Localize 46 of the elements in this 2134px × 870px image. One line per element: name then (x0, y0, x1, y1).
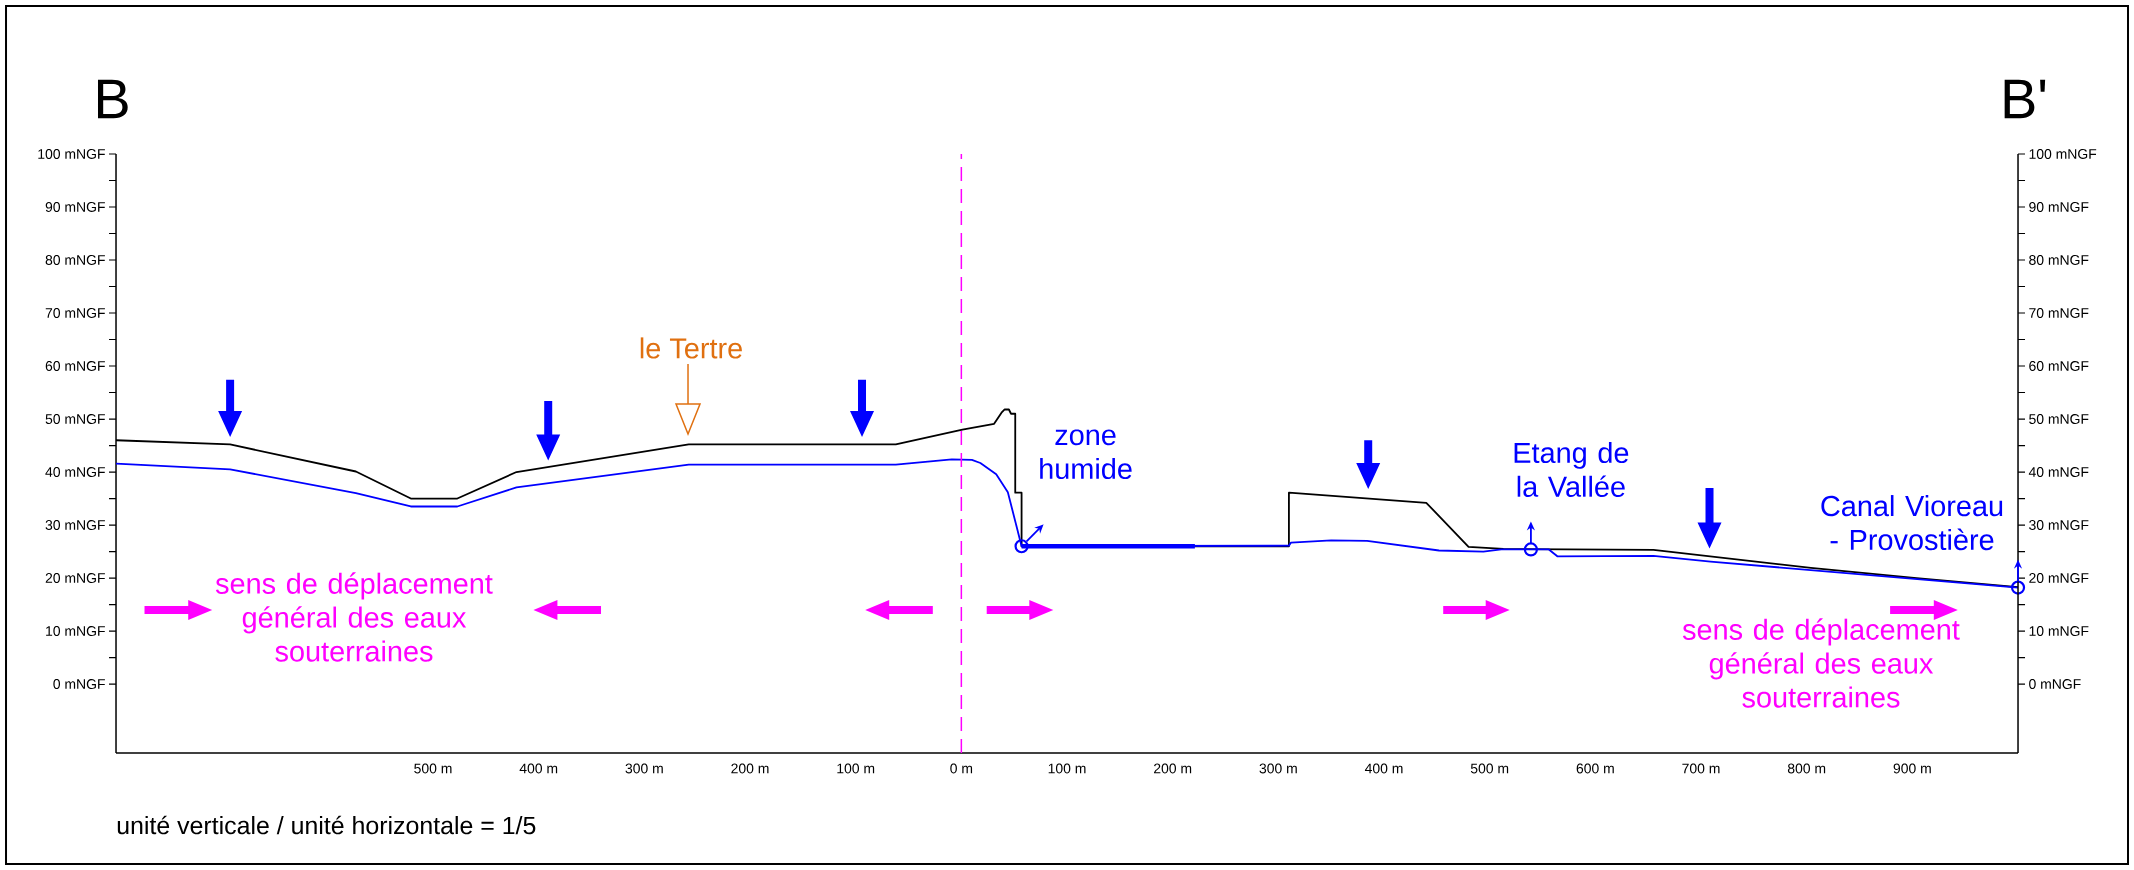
x-tick-label: 800 m (1787, 763, 1826, 774)
text: unité verticale / unité horizontale = 1/5 (117, 815, 536, 835)
y2-tick-label: 10 mNGF (2029, 626, 2089, 637)
x-tick-label: 100 m (1048, 763, 1086, 774)
y2-tick-label: 100 mNGF (2029, 149, 2097, 159)
y2-tick-label: 0 mNGF (2029, 679, 2081, 690)
y2-tick-label: 90 mNGF (2029, 202, 2089, 212)
y2-tick-label: 20 mNGF (2029, 573, 2089, 583)
x-tick-label: 900 m (1893, 763, 1931, 774)
y-tick-label: 90 mNGF (45, 202, 105, 212)
annotation: Etang de la Vallée (1514, 441, 1629, 497)
annotation: sens de déplacement général des eaux souterraines (215, 572, 493, 662)
annotation: zone humide (1040, 429, 1132, 480)
x-tick-label: 500 m (1470, 763, 1509, 774)
annotation: le Tertre (640, 337, 742, 359)
x-tick-label: 600 m (1576, 763, 1614, 774)
x-tick-label: 500 m (414, 763, 452, 774)
y2-tick-label: 60 mNGF (2029, 361, 2089, 371)
x-tick-label: 400 m (1364, 763, 1403, 774)
y2-tick-label: 40 mNGF (2028, 467, 2089, 477)
x-tick-label: 300 m (1259, 763, 1297, 774)
annotation: Canal Vioreau - Provostière (1821, 495, 2003, 551)
y-tick-label: 50 mNGF (45, 414, 105, 424)
x-tick-label: 0 m (950, 763, 973, 774)
x-tick-label: 300 m (625, 763, 663, 774)
y-tick-label: 20 mNGF (45, 573, 105, 583)
y-tick-label: 100 mNGF (38, 149, 105, 159)
y2-tick-label: 70 mNGF (2029, 308, 2089, 318)
y-tick-label: 30 mNGF (45, 520, 105, 530)
x-tick-label: 100 m (837, 763, 875, 774)
y2-tick-label: 50 mNGF (2029, 414, 2089, 424)
y-tick-label: 80 mNGF (45, 255, 105, 265)
y-tick-label: 10 mNGF (46, 626, 105, 637)
annotation: sens de déplacement général des eaux souterraines (1682, 618, 1960, 708)
x-tick-label: 700 m (1682, 763, 1720, 774)
y-tick-label: 60 mNGF (45, 361, 105, 371)
y-tick-label: 70 mNGF (45, 308, 105, 318)
text: B (97, 79, 128, 119)
y2-tick-label: 80 mNGF (2029, 255, 2089, 265)
x-tick-label: 200 m (731, 763, 769, 774)
x-tick-label: 400 m (519, 763, 558, 774)
text: B' (2004, 79, 2046, 119)
y-tick-label: 0 mNGF (53, 679, 105, 690)
y2-tick-label: 30 mNGF (2029, 520, 2089, 530)
y-tick-label: 40 mNGF (45, 467, 105, 477)
x-tick-label: 200 m (1154, 763, 1192, 774)
